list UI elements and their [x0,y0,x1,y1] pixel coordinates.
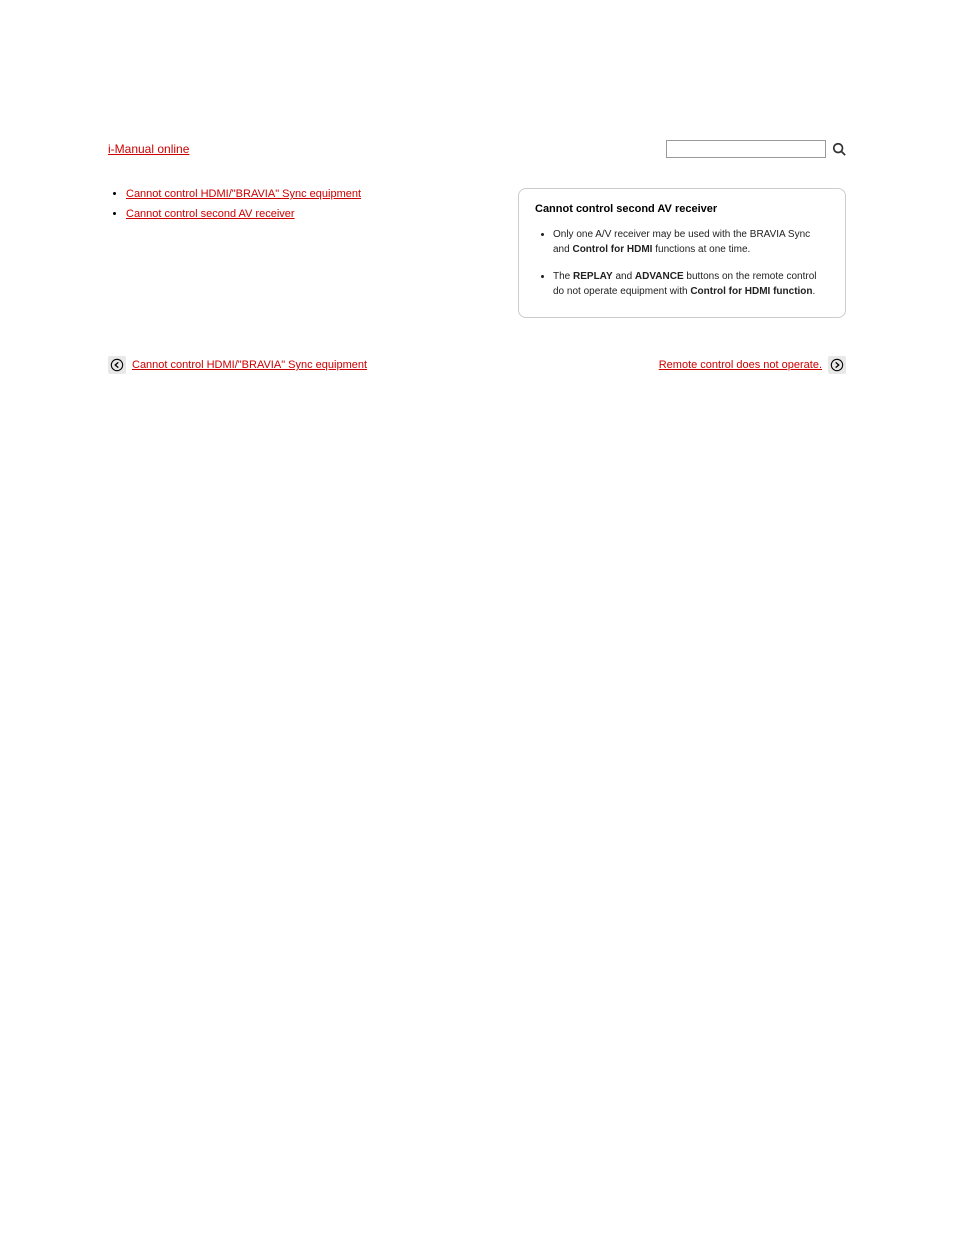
list-item: Cannot control HDMI/"BRAVIA" Sync equipm… [126,188,488,200]
info-text: and [613,271,635,282]
info-text: functions at one time. [652,244,750,255]
next-link[interactable]: Remote control does not operate. [659,359,822,371]
info-bold: Control for HDMI function [690,286,812,297]
search-icon[interactable] [832,142,846,156]
arrow-right-icon[interactable] [828,356,846,374]
info-bold: REPLAY [573,271,613,282]
info-bold: ADVANCE [635,271,684,282]
nav-list: Cannot control HDMI/"BRAVIA" Sync equipm… [108,188,488,220]
info-text: . [813,286,816,297]
info-bold: Control for HDMI [572,244,652,255]
info-item: The REPLAY and ADVANCE buttons on the re… [553,269,829,299]
search-input[interactable] [666,140,826,158]
home-link[interactable]: i-Manual online [108,142,189,156]
info-item: Only one A/V receiver may be used with t… [553,227,829,257]
prev-link[interactable]: Cannot control HDMI/"BRAVIA" Sync equipm… [132,359,367,371]
info-box-title: Cannot control second AV receiver [535,203,829,215]
search-container [666,140,846,158]
arrow-left-icon[interactable] [108,356,126,374]
info-box: Cannot control second AV receiver Only o… [518,188,846,318]
info-list: Only one A/V receiver may be used with t… [535,227,829,299]
list-item: Cannot control second AV receiver [126,208,488,220]
info-text: The [553,271,573,282]
nav-link-hdmi-sync[interactable]: Cannot control HDMI/"BRAVIA" Sync equipm… [126,188,361,200]
prev-nav: Cannot control HDMI/"BRAVIA" Sync equipm… [108,356,367,374]
nav-link-second-receiver[interactable]: Cannot control second AV receiver [126,208,295,220]
next-nav: Remote control does not operate. [659,356,846,374]
